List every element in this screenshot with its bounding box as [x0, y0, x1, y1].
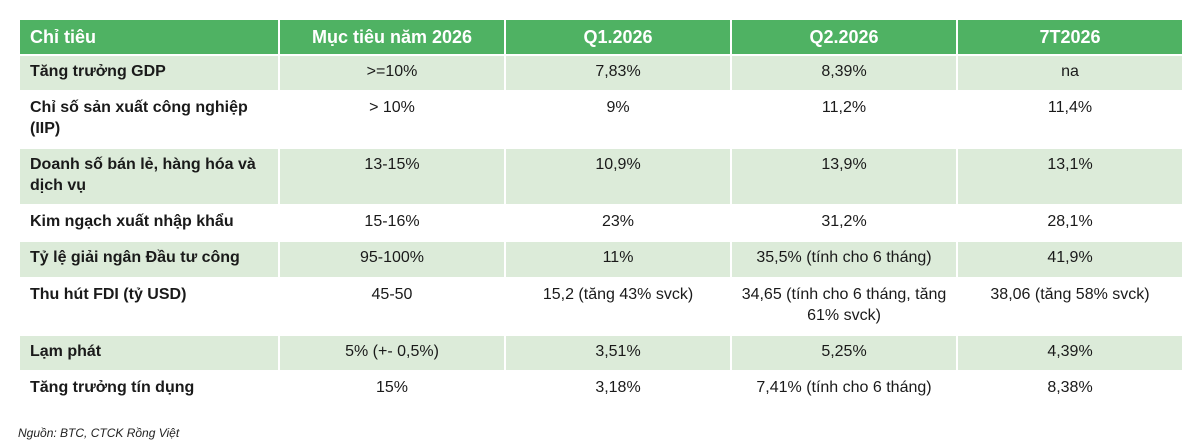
cell-7t: 13,1%: [958, 149, 1182, 204]
cell-q1: 15,2 (tăng 43% svck): [506, 279, 730, 334]
table-row: Tăng trưởng tín dụng 15% 3,18% 7,41% (tí…: [20, 372, 1182, 406]
cell-q1: 7,83%: [506, 56, 730, 90]
header-indicator: Chỉ tiêu: [20, 20, 278, 54]
row-label: Lạm phát: [20, 336, 278, 370]
header-q2-2026: Q2.2026: [732, 20, 956, 54]
cell-q1: 3,18%: [506, 372, 730, 406]
cell-q2: 35,5% (tính cho 6 tháng): [732, 242, 956, 277]
cell-q2: 31,2%: [732, 206, 956, 240]
row-label: Tỷ lệ giải ngân Đầu tư công: [20, 242, 278, 277]
cell-target: 45-50: [280, 279, 504, 334]
row-label: Tăng trưởng GDP: [20, 56, 278, 90]
cell-7t: na: [958, 56, 1182, 90]
table-row: Tăng trưởng GDP >=10% 7,83% 8,39% na: [20, 56, 1182, 90]
row-label: Chỉ số sản xuất công nghiệp (IIP): [20, 92, 278, 147]
row-label: Kim ngạch xuất nhập khẩu: [20, 206, 278, 240]
cell-target: 95-100%: [280, 242, 504, 277]
cell-q1: 3,51%: [506, 336, 730, 370]
table-body: Tăng trưởng GDP >=10% 7,83% 8,39% na Chỉ…: [20, 56, 1182, 406]
table-row: Lạm phát 5% (+- 0,5%) 3,51% 5,25% 4,39%: [20, 336, 1182, 370]
cell-7t: 8,38%: [958, 372, 1182, 406]
cell-7t: 41,9%: [958, 242, 1182, 277]
row-label: Thu hút FDI (tỷ USD): [20, 279, 278, 334]
table-row: Chỉ số sản xuất công nghiệp (IIP) > 10% …: [20, 92, 1182, 147]
header-target-2026: Mục tiêu năm 2026: [280, 20, 504, 54]
macro-indicators-table: Chỉ tiêu Mục tiêu năm 2026 Q1.2026 Q2.20…: [18, 18, 1184, 408]
cell-7t: 4,39%: [958, 336, 1182, 370]
table-header: Chỉ tiêu Mục tiêu năm 2026 Q1.2026 Q2.20…: [20, 20, 1182, 54]
cell-q2: 8,39%: [732, 56, 956, 90]
cell-q2: 5,25%: [732, 336, 956, 370]
cell-q2: 7,41% (tính cho 6 tháng): [732, 372, 956, 406]
cell-q1: 11%: [506, 242, 730, 277]
cell-7t: 11,4%: [958, 92, 1182, 147]
row-label: Doanh số bán lẻ, hàng hóa và dịch vụ: [20, 149, 278, 204]
cell-q1: 9%: [506, 92, 730, 147]
row-label: Tăng trưởng tín dụng: [20, 372, 278, 406]
table-row: Thu hút FDI (tỷ USD) 45-50 15,2 (tăng 43…: [20, 279, 1182, 334]
cell-target: 15%: [280, 372, 504, 406]
cell-q2: 34,65 (tính cho 6 tháng, tăng 61% svck): [732, 279, 956, 334]
table-row: Tỷ lệ giải ngân Đầu tư công 95-100% 11% …: [20, 242, 1182, 277]
cell-q2: 13,9%: [732, 149, 956, 204]
cell-7t: 28,1%: [958, 206, 1182, 240]
header-q1-2026: Q1.2026: [506, 20, 730, 54]
source-note: Nguồn: BTC, CTCK Rồng Việt: [18, 426, 180, 440]
cell-target: 15-16%: [280, 206, 504, 240]
cell-target: > 10%: [280, 92, 504, 147]
header-row: Chỉ tiêu Mục tiêu năm 2026 Q1.2026 Q2.20…: [20, 20, 1182, 54]
header-7t2026: 7T2026: [958, 20, 1182, 54]
cell-q1: 10,9%: [506, 149, 730, 204]
cell-7t: 38,06 (tăng 58% svck): [958, 279, 1182, 334]
cell-q1: 23%: [506, 206, 730, 240]
table-row: Kim ngạch xuất nhập khẩu 15-16% 23% 31,2…: [20, 206, 1182, 240]
cell-target: 5% (+- 0,5%): [280, 336, 504, 370]
cell-q2: 11,2%: [732, 92, 956, 147]
cell-target: >=10%: [280, 56, 504, 90]
table-row: Doanh số bán lẻ, hàng hóa và dịch vụ 13-…: [20, 149, 1182, 204]
indicator-table-container: Chỉ tiêu Mục tiêu năm 2026 Q1.2026 Q2.20…: [18, 18, 1182, 408]
cell-target: 13-15%: [280, 149, 504, 204]
